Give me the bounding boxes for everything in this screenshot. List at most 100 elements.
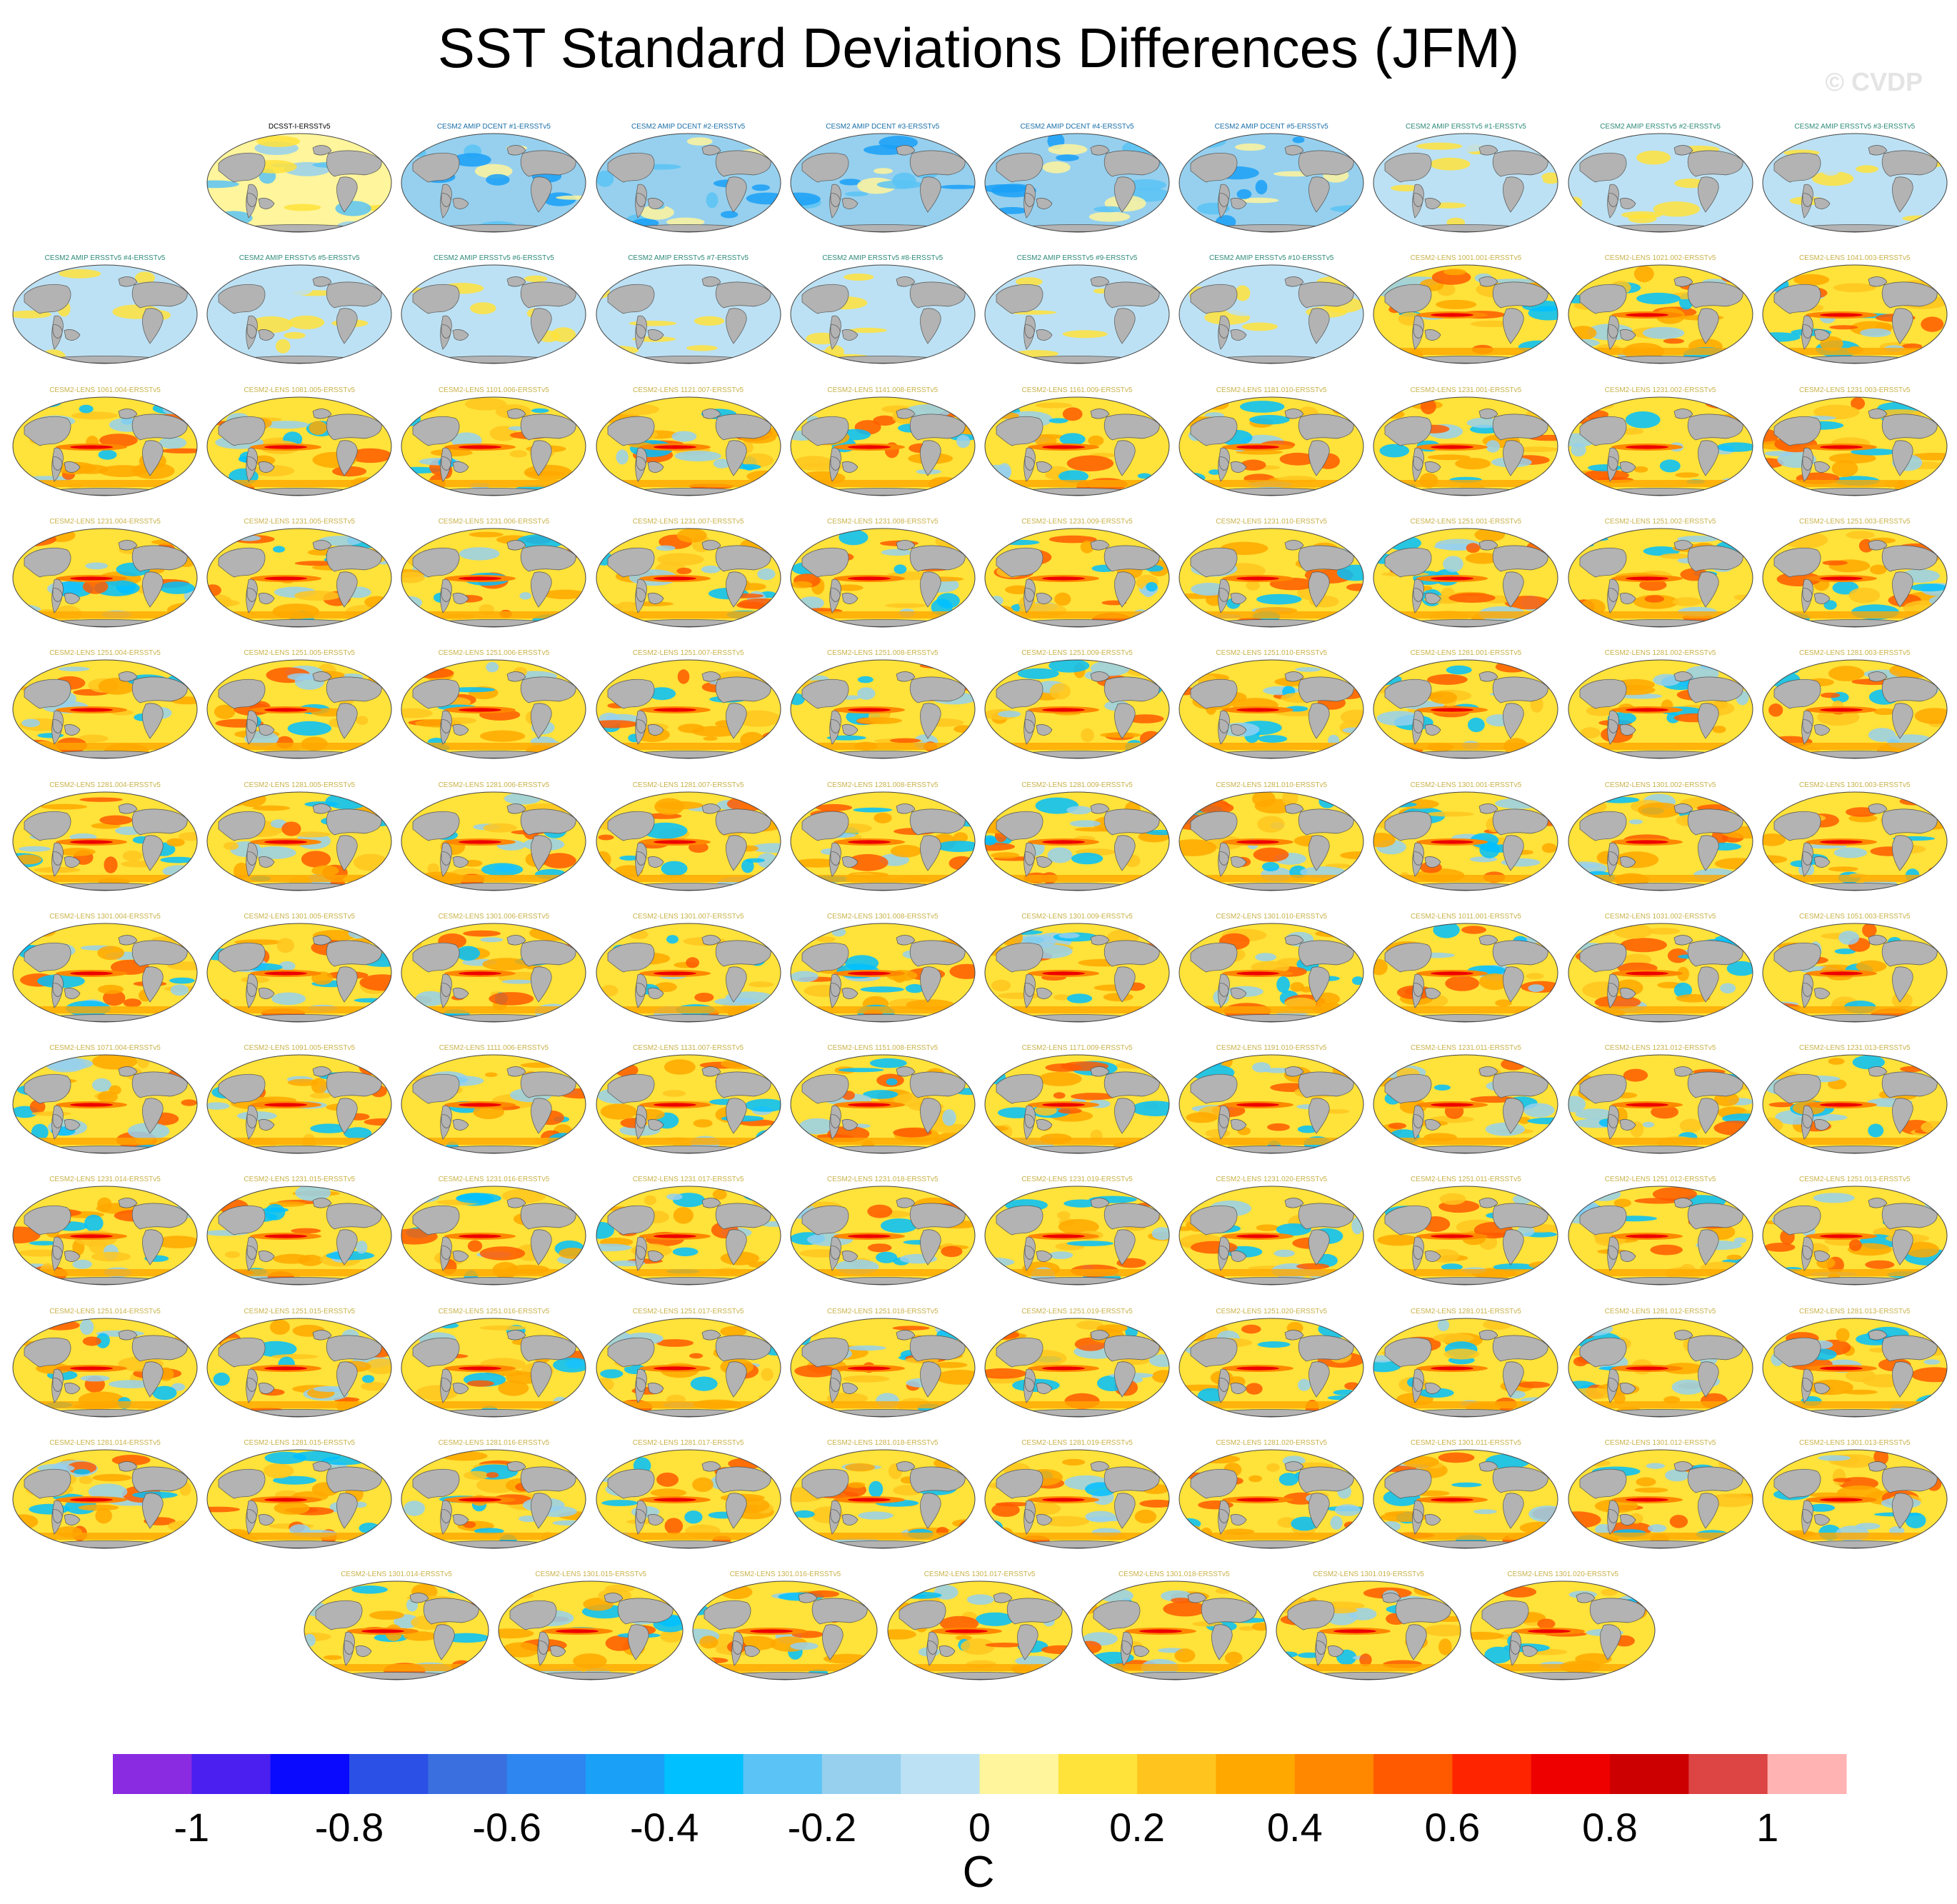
land-mass bbox=[830, 983, 841, 997]
sst-anomaly-blob bbox=[1819, 336, 1843, 351]
land-mass bbox=[1103, 414, 1160, 440]
map-panel: DCSST-I-ERSSTv5 bbox=[206, 123, 393, 251]
sst-anomaly-blob bbox=[703, 736, 718, 741]
sst-anomaly-blob bbox=[1066, 993, 1093, 1003]
land-mass bbox=[1090, 540, 1110, 551]
colorbar-tick-label: -0.2 bbox=[788, 1805, 857, 1850]
land-mass bbox=[1424, 329, 1441, 341]
colorbar-tick-label: -0.6 bbox=[472, 1805, 541, 1850]
sst-anomaly-blob bbox=[884, 603, 926, 608]
land-mass bbox=[1036, 724, 1053, 736]
land-mass bbox=[1813, 461, 1831, 473]
land-mass bbox=[131, 808, 188, 835]
sst-anomaly-blob bbox=[161, 448, 197, 454]
sst-anomaly-blob bbox=[674, 450, 721, 461]
land-mass bbox=[1024, 324, 1035, 339]
sst-anomaly-blob bbox=[160, 856, 196, 863]
sst-anomaly-blob bbox=[416, 991, 446, 1006]
map-panel: CESM2-LENS 1281.007-ERSSTv5 bbox=[595, 781, 782, 910]
land-mass bbox=[1579, 284, 1626, 314]
land-mass bbox=[607, 416, 654, 446]
sst-anomaly-blob bbox=[815, 803, 852, 811]
sst-anomaly-blob bbox=[104, 856, 118, 873]
map-border bbox=[1178, 264, 1364, 364]
sst-anomaly-blob bbox=[480, 730, 526, 742]
land-mass bbox=[1413, 193, 1423, 207]
sst-anomaly-blob bbox=[642, 822, 688, 839]
southern-ocean-band bbox=[1179, 874, 1364, 882]
enso-core bbox=[1042, 839, 1085, 844]
land-mass bbox=[258, 856, 275, 868]
sst-anomaly-blob bbox=[748, 981, 774, 988]
sst-anomaly-blob bbox=[480, 937, 504, 942]
sst-anomaly-blob bbox=[874, 812, 892, 823]
land-mass bbox=[725, 966, 746, 1003]
map-border bbox=[1373, 791, 1558, 891]
sst-anomaly-blob bbox=[115, 328, 143, 335]
map-panel: CESM2-LENS 1251.001-ERSSTv5 bbox=[1372, 518, 1559, 646]
land-mass bbox=[830, 456, 841, 471]
enso-core bbox=[264, 444, 308, 449]
map-border bbox=[1762, 659, 1948, 759]
land-mass bbox=[1218, 193, 1229, 207]
sst-anomaly-blob bbox=[1340, 851, 1364, 859]
robinson-map bbox=[401, 923, 586, 1023]
sst-anomaly-blob bbox=[1126, 714, 1164, 723]
panel-title: CESM2-LENS 1231.006-ERSSTv5 bbox=[438, 517, 550, 526]
sst-anomaly-blob bbox=[294, 590, 341, 601]
land-mass bbox=[1697, 440, 1718, 476]
panel-title: CESM2 AMIP DCENT #3-ERSSTv5 bbox=[826, 123, 940, 131]
enso-core bbox=[1042, 708, 1085, 712]
robinson-map bbox=[401, 791, 586, 891]
sst-anomaly-blob bbox=[991, 979, 1011, 991]
sst-anomaly-blob bbox=[1828, 866, 1858, 871]
enso-core bbox=[653, 971, 696, 976]
southern-ocean-band bbox=[1373, 743, 1558, 751]
sst-anomaly-blob bbox=[509, 426, 525, 431]
sst-anomaly-blob bbox=[1666, 712, 1680, 723]
land-mass bbox=[521, 808, 576, 835]
sst-anomaly-blob bbox=[80, 321, 98, 326]
map-panel: CESM2 AMIP DCENT #5-ERSSTv5 bbox=[1178, 123, 1365, 251]
land-mass bbox=[118, 671, 138, 682]
panel-title: CESM2-LENS 1301.004-ERSSTv5 bbox=[49, 912, 161, 921]
robinson-map bbox=[1178, 133, 1364, 233]
map-panel: CESM2-LENS 1231.010-ERSSTv5 bbox=[1178, 518, 1365, 646]
sst-anomaly-blob bbox=[876, 180, 924, 189]
map-border bbox=[984, 396, 1170, 496]
land-mass bbox=[1114, 834, 1136, 871]
sst-anomaly-blob bbox=[1240, 459, 1266, 471]
land-mass bbox=[1103, 281, 1160, 309]
land-mass bbox=[1619, 592, 1636, 604]
sst-anomaly-blob bbox=[1850, 448, 1897, 456]
panel-title: CESM2-LENS 1181.010-ERSSTv5 bbox=[1216, 386, 1327, 394]
map-panel: CESM2-LENS 1001.001-ERSSTv5 bbox=[1372, 254, 1559, 383]
sst-anomaly-blob bbox=[1813, 404, 1860, 419]
sst-anomaly-blob bbox=[1240, 400, 1285, 413]
land-mass bbox=[1478, 540, 1498, 551]
land-mass bbox=[996, 547, 1043, 578]
sst-anomaly-blob bbox=[676, 567, 691, 574]
southern-ocean-band bbox=[1568, 743, 1753, 751]
sst-anomaly-blob bbox=[1436, 300, 1477, 310]
land-mass bbox=[1114, 308, 1136, 344]
robinson-map bbox=[1762, 659, 1948, 759]
map-panel: CESM2-LENS 1281.001-ERSSTv5 bbox=[1372, 649, 1559, 778]
panel-title: CESM2 AMIP ERSSTv5 #1-ERSSTv5 bbox=[1406, 123, 1526, 131]
sst-anomaly-blob bbox=[856, 717, 902, 725]
land-mass bbox=[996, 942, 1043, 973]
panel-title: CESM2 AMIP DCENT #5-ERSSTv5 bbox=[1214, 123, 1328, 131]
map-border bbox=[12, 659, 198, 759]
land-mass bbox=[1478, 276, 1498, 287]
map-border bbox=[1762, 264, 1948, 364]
map-panel: CESM2 AMIP ERSSTv5 #4-ERSSTv5 bbox=[11, 254, 199, 383]
map-panel: CESM2-LENS 1251.009-ERSSTv5 bbox=[983, 649, 1171, 778]
land-mass bbox=[647, 329, 664, 341]
colorbar-swatch bbox=[585, 1754, 665, 1794]
chart-title: SST Standard Deviations Differences (JFM… bbox=[437, 16, 1520, 79]
robinson-map bbox=[401, 264, 586, 364]
panel-title: CESM2-LENS 1231.002-ERSSTv5 bbox=[1604, 386, 1716, 394]
sst-anomaly-blob bbox=[1833, 847, 1867, 858]
land-mass bbox=[919, 703, 941, 739]
sst-anomaly-blob bbox=[459, 547, 500, 561]
